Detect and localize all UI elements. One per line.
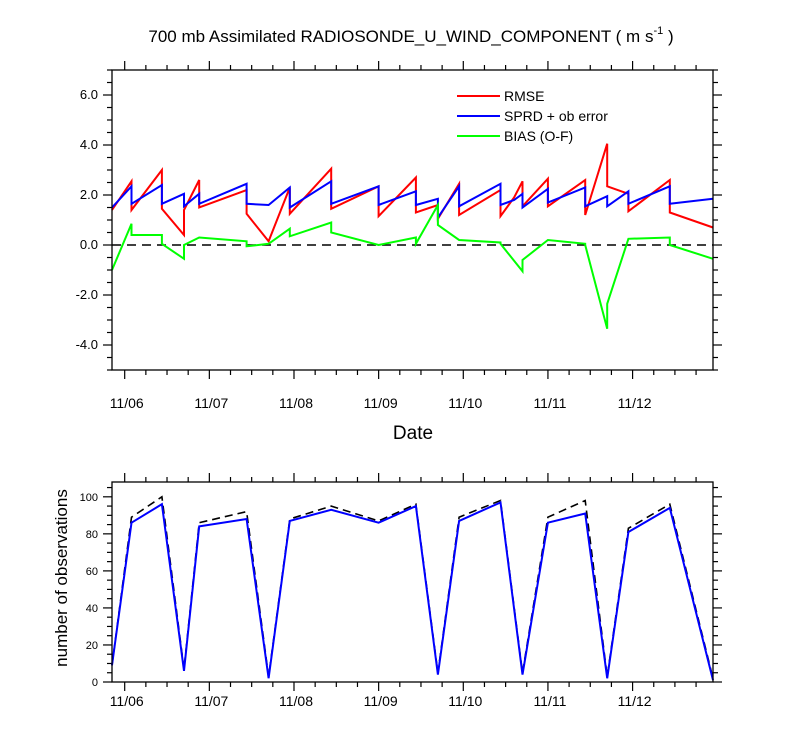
- y-tick-label: 40: [86, 603, 98, 615]
- x-tick-label: 11/06: [110, 395, 144, 411]
- y-tick-label: 6.0: [80, 87, 98, 102]
- top-y-tick-labels: -4.0 -2.0 0.0 2.0 4.0 6.0: [76, 87, 98, 352]
- legend-label: RMSE: [504, 88, 544, 104]
- x-tick-label: 11/07: [194, 693, 228, 709]
- bottom-y-axis-label: number of observations: [52, 489, 71, 667]
- bottom-y-tick-labels: 0 20 40 60 80 100: [80, 492, 98, 689]
- x-tick-label: 11/08: [279, 693, 313, 709]
- x-tick-label: 11/08: [279, 395, 313, 411]
- series-line-rmse: [111, 143, 714, 244]
- y-tick-label: 4.0: [80, 137, 98, 152]
- legend-label: SPRD + ob error: [504, 108, 608, 124]
- top-x-axis-label: Date: [393, 423, 433, 444]
- x-tick-label: 11/07: [194, 395, 228, 411]
- y-tick-label: 0.0: [80, 237, 98, 252]
- legend-label: BIAS (O-F): [504, 128, 573, 144]
- top-chart-title: 700 mb Assimilated RADIOSONDE_U_WIND_COM…: [148, 25, 673, 46]
- bottom-axis-ticks: [103, 473, 722, 691]
- y-tick-label: 0: [92, 677, 98, 689]
- x-tick-label: 11/09: [364, 395, 398, 411]
- x-tick-label: 11/11: [533, 693, 566, 709]
- top-plot-frame: [111, 69, 714, 371]
- series-line-bias-o-f: [111, 201, 714, 330]
- top-axis-ticks: [103, 61, 722, 379]
- title-superscript: -1: [653, 25, 663, 37]
- x-tick-label: 11/09: [364, 693, 398, 709]
- x-tick-label: 11/10: [448, 693, 482, 709]
- top-chart: 700 mb Assimilated RADIOSONDE_U_WIND_COM…: [76, 25, 722, 444]
- y-tick-label: 60: [86, 566, 98, 578]
- y-tick-label: -4.0: [76, 337, 98, 352]
- title-main: 700 mb Assimilated RADIOSONDE_U_WIND_COM…: [148, 27, 653, 46]
- bottom-series-lines: [111, 495, 714, 681]
- bottom-x-tick-labels: 11/06 11/07 11/08 11/09 11/10 11/11 11/12: [110, 693, 652, 709]
- y-tick-label: -2.0: [76, 287, 98, 302]
- title-suffix: ): [663, 27, 673, 46]
- y-tick-label: 80: [86, 529, 98, 541]
- series-line-assimilated-observations: [111, 500, 714, 681]
- x-tick-label: 11/10: [448, 395, 482, 411]
- x-tick-label: 11/12: [618, 395, 652, 411]
- y-tick-label: 100: [80, 492, 98, 504]
- series-line-sprd-ob-error: [111, 179, 714, 221]
- y-tick-label: 20: [86, 640, 98, 652]
- top-x-tick-labels: 11/06 11/07 11/08 11/09 11/10 11/11 11/12: [110, 395, 652, 411]
- series-line-total-observations: [111, 495, 714, 679]
- legend: RMSE SPRD + ob error BIAS (O-F): [457, 88, 608, 144]
- x-tick-label: 11/06: [110, 693, 144, 709]
- bottom-plot-frame: [111, 481, 714, 683]
- x-tick-label: 11/11: [533, 395, 566, 411]
- x-tick-label: 11/12: [618, 693, 652, 709]
- y-tick-label: 2.0: [80, 187, 98, 202]
- top-series-lines: [111, 143, 714, 330]
